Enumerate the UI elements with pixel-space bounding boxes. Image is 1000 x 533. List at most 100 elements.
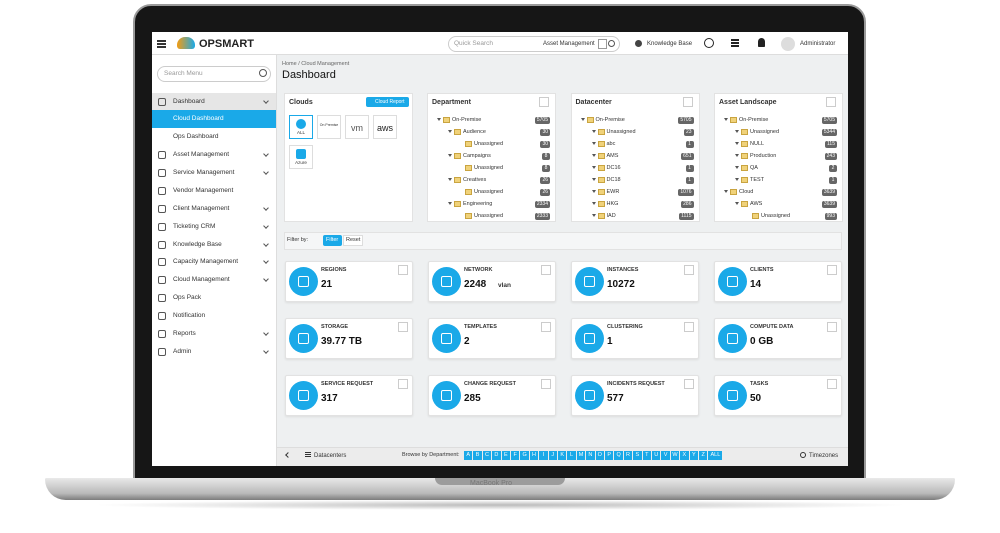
tree-label[interactable]: AWS xyxy=(750,201,763,207)
tree-toggle[interactable] xyxy=(735,178,739,181)
tree-label[interactable]: NULL xyxy=(750,141,765,147)
tree-label[interactable]: Engineering xyxy=(463,201,493,207)
tree-label[interactable]: Unassigned xyxy=(474,165,504,171)
letter-btn[interactable]: C xyxy=(482,451,492,460)
tree-toggle[interactable] xyxy=(591,202,596,205)
letter-btn[interactable]: D xyxy=(492,451,501,460)
card-chart-btn[interactable] xyxy=(684,265,694,275)
tree-toggle[interactable] xyxy=(591,166,596,169)
tree-toggle[interactable] xyxy=(735,130,739,133)
letter-btn[interactable]: Q xyxy=(614,451,623,460)
card-chart-btn[interactable] xyxy=(398,379,408,389)
tree-toggle[interactable] xyxy=(735,142,739,145)
tree-label[interactable]: Cloud xyxy=(739,189,754,195)
datacenters-link[interactable]: Datacenters xyxy=(314,453,347,459)
letter-btn[interactable]: M xyxy=(576,451,586,460)
tree-label[interactable]: QA xyxy=(750,165,758,171)
letter-btn[interactable]: E xyxy=(501,451,510,460)
letter-btn[interactable]: F xyxy=(511,451,520,460)
avatar[interactable] xyxy=(781,37,795,51)
list-icon[interactable] xyxy=(731,42,739,44)
letter-btn[interactable]: Z xyxy=(699,451,708,460)
list-icon[interactable] xyxy=(731,39,739,41)
tree-toggle[interactable] xyxy=(591,190,596,193)
tree-label[interactable]: Unassigned xyxy=(474,213,504,219)
card-chart-btn[interactable] xyxy=(827,322,837,332)
tree-label[interactable]: HKG xyxy=(606,201,619,207)
card-chart-btn[interactable] xyxy=(684,322,694,332)
submenu-item[interactable]: Cloud Dashboard xyxy=(173,115,224,122)
cloud-provider[interactable] xyxy=(317,115,341,139)
letter-btn[interactable]: S xyxy=(633,451,642,460)
tree-toggle[interactable] xyxy=(591,214,596,217)
card-chart-btn[interactable] xyxy=(541,322,551,332)
tree-label[interactable]: On-Premise xyxy=(739,117,769,123)
tree-label[interactable]: DC16 xyxy=(606,165,621,171)
menu-item[interactable]: Ticketing CRM xyxy=(173,222,216,230)
tree-toggle[interactable] xyxy=(724,190,728,193)
tree-toggle[interactable] xyxy=(448,130,452,133)
card-chart-btn[interactable] xyxy=(398,265,408,275)
tree-toggle[interactable] xyxy=(580,118,585,121)
user-name[interactable]: Administrator xyxy=(800,41,836,47)
card-chart-btn[interactable] xyxy=(541,265,551,275)
menu-item[interactable]: Reports xyxy=(173,330,196,337)
tree-label[interactable]: DC18 xyxy=(606,177,621,183)
tree-label[interactable]: IAD xyxy=(606,213,616,219)
kb-link[interactable]: Knowledge Base xyxy=(647,41,693,47)
tree-label[interactable]: Unassigned xyxy=(606,129,636,135)
letter-btn[interactable]: V xyxy=(661,451,670,460)
letter-btn[interactable]: W xyxy=(670,451,680,460)
tree-label[interactable]: AMS xyxy=(606,153,619,159)
card-chart-btn[interactable] xyxy=(398,322,408,332)
scope-dropdown[interactable] xyxy=(598,39,607,49)
tree-label[interactable]: Production xyxy=(750,153,777,159)
letter-btn[interactable]: R xyxy=(623,451,633,460)
tree-toggle[interactable] xyxy=(448,154,452,157)
tree-label[interactable]: TEST xyxy=(750,177,765,183)
tree-label[interactable]: Unassigned xyxy=(474,141,504,147)
cloud-provider[interactable] xyxy=(345,115,369,139)
letter-btn[interactable]: Y xyxy=(689,451,698,460)
tree-label[interactable]: On-Premise xyxy=(595,117,625,123)
tree-label[interactable]: Unassigned xyxy=(474,189,504,195)
search-icon[interactable] xyxy=(608,40,615,47)
chart-toggle[interactable] xyxy=(539,97,549,107)
tree-toggle[interactable] xyxy=(591,178,596,181)
letter-btn[interactable]: K xyxy=(558,451,567,460)
tree-label[interactable]: Creatives xyxy=(463,177,487,183)
menu-item[interactable]: Cloud Management xyxy=(173,276,230,284)
menu-item[interactable]: Client Management xyxy=(173,204,230,212)
tree-toggle[interactable] xyxy=(448,202,452,205)
menu-item[interactable]: Ops Pack xyxy=(173,294,202,302)
bell-icon[interactable] xyxy=(758,38,765,47)
menu-item[interactable]: Capacity Management xyxy=(173,258,239,266)
letter-btn[interactable]: ALL xyxy=(708,451,723,460)
letter-btn[interactable]: N xyxy=(586,451,595,460)
letter-btn[interactable]: U xyxy=(652,451,661,460)
letter-btn[interactable]: X xyxy=(680,451,689,460)
letter-btn[interactable]: P xyxy=(605,451,614,460)
tree-label[interactable]: Unassigned xyxy=(750,129,780,135)
letter-btn[interactable]: T xyxy=(642,451,651,460)
list-icon[interactable] xyxy=(731,45,739,47)
menu-item[interactable]: Asset Management xyxy=(173,151,230,158)
tree-toggle[interactable] xyxy=(735,202,739,205)
letter-btn[interactable]: J xyxy=(548,451,557,460)
tree-label[interactable]: Audience xyxy=(463,129,486,135)
tree-toggle[interactable] xyxy=(437,118,441,121)
letter-btn[interactable]: I xyxy=(539,451,548,460)
menu-item[interactable]: Dashboard xyxy=(173,98,205,105)
card-chart-btn[interactable] xyxy=(827,379,837,389)
card-chart-btn[interactable] xyxy=(541,379,551,389)
tree-label[interactable]: On-Premise xyxy=(452,117,482,123)
menu-item[interactable]: Notification xyxy=(173,312,206,320)
cloud-provider[interactable] xyxy=(373,115,397,139)
menu-item[interactable]: Service Management xyxy=(173,168,235,176)
menu-item[interactable]: Vendor Management xyxy=(173,186,234,194)
letter-btn[interactable]: B xyxy=(473,451,482,460)
help-icon[interactable] xyxy=(704,38,714,48)
tree-label[interactable]: Unassigned xyxy=(761,213,791,219)
letter-btn[interactable]: H xyxy=(529,451,539,460)
letter-btn[interactable]: O xyxy=(595,451,604,460)
